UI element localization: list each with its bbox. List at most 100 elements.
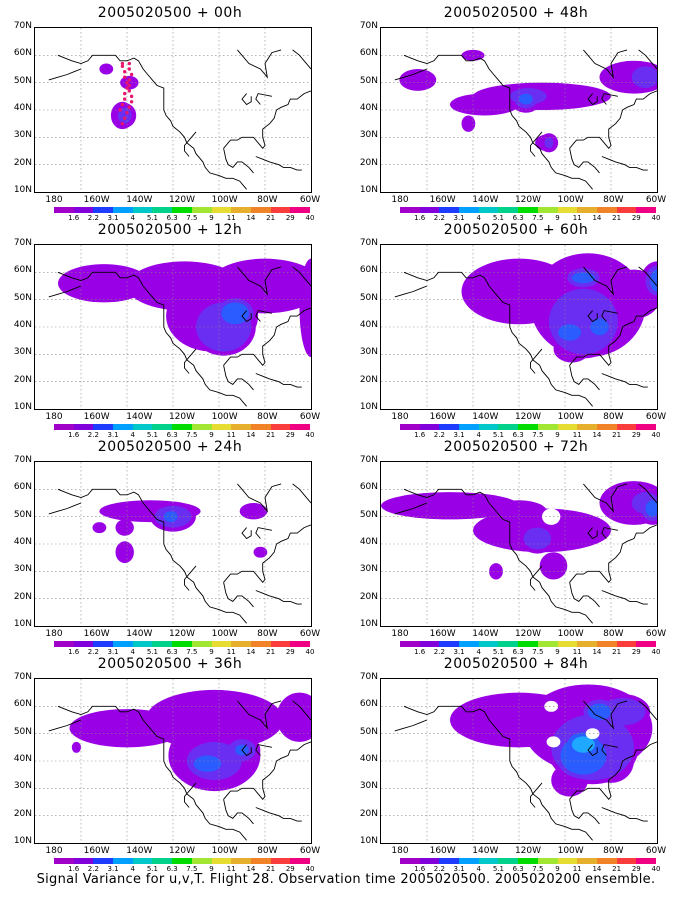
colorbar-label: 4 — [476, 431, 481, 439]
coastline — [394, 502, 428, 515]
coastline — [569, 582, 600, 608]
observation-point — [127, 89, 131, 93]
y-tick-label: 20N — [13, 157, 32, 168]
x-tick-label: 140W — [472, 195, 499, 205]
x-tick-label: 100W — [211, 846, 238, 856]
coastline — [255, 807, 302, 822]
colorbar — [400, 207, 657, 213]
variance-gap — [546, 736, 561, 748]
coastline — [583, 49, 628, 79]
coastline — [530, 782, 543, 808]
observation-point — [129, 94, 134, 99]
colorbar-swatch — [400, 858, 421, 864]
x-tick-label: 100W — [211, 195, 238, 205]
variance-contour — [645, 500, 657, 517]
coastline — [583, 700, 628, 730]
colorbar-swatch — [132, 207, 153, 213]
colorbar-swatch — [439, 424, 460, 430]
coastline — [292, 266, 311, 287]
map-canvas — [35, 462, 311, 626]
y-tick-label: 60N — [359, 265, 378, 276]
colorbar-label: 21 — [612, 865, 622, 873]
colorbar-label: 14 — [246, 865, 256, 873]
colorbar-label: 21 — [266, 648, 276, 656]
x-tick-label: 180 — [45, 412, 63, 422]
colorbar-label: 5.1 — [492, 648, 505, 656]
observation-point — [123, 116, 127, 120]
y-tick-label: 20N — [359, 374, 378, 385]
coastline — [255, 744, 272, 756]
colorbar-label: 6.3 — [512, 648, 524, 656]
x-tick-label: 80W — [257, 629, 278, 639]
y-tick-label: 20N — [13, 374, 32, 385]
coastline — [601, 527, 618, 539]
colorbar-label: 9 — [209, 865, 214, 873]
coastline — [57, 54, 247, 190]
colorbar-swatch — [557, 641, 578, 647]
coastline — [601, 156, 648, 171]
colorbar-swatch — [478, 207, 499, 213]
panel-title: 2005020500 + 00h — [97, 5, 243, 21]
coastline — [184, 565, 197, 591]
colorbar-label: 4 — [130, 214, 135, 222]
colorbar-label: 40 — [651, 431, 661, 439]
coastline — [241, 93, 252, 106]
panel-title: 2005020500 + 60h — [443, 222, 589, 238]
x-tick-label: 120W — [168, 629, 196, 639]
colorbar-swatch — [54, 424, 75, 430]
y-tick-label: 10N — [13, 619, 32, 629]
colorbar-label: 2.2 — [87, 648, 99, 656]
colorbar-label: 9 — [209, 648, 214, 656]
colorbar-label: 5.1 — [146, 648, 159, 656]
x-tick-label: 60W — [299, 195, 321, 205]
colorbar-label: 2.2 — [87, 865, 99, 873]
map-canvas — [381, 245, 657, 409]
x-tick-label: 100W — [557, 846, 584, 856]
coastline — [237, 266, 282, 296]
colorbar-label: 6.3 — [166, 865, 178, 873]
map-canvas — [35, 28, 311, 192]
colorbar-swatch — [270, 858, 291, 864]
map-area — [380, 27, 658, 193]
colorbar-swatch — [231, 858, 252, 864]
x-tick-label: 140W — [472, 629, 499, 639]
colorbar-swatch — [211, 207, 232, 213]
coastline — [255, 156, 302, 171]
colorbar-swatch — [537, 641, 559, 647]
colorbar-label: 5.1 — [146, 865, 159, 873]
coastline — [255, 527, 272, 539]
coastline — [403, 488, 593, 624]
x-tick-label: 140W — [126, 846, 153, 856]
coastline — [292, 700, 311, 721]
variance-contour — [650, 269, 657, 292]
colorbar-label: 5.1 — [492, 214, 505, 222]
colorbar-swatch — [498, 858, 519, 864]
colorbar — [54, 424, 311, 430]
colorbar-swatch — [250, 207, 272, 213]
y-tick-label: 40N — [13, 537, 32, 547]
colorbar-label: 1.6 — [414, 431, 426, 439]
y-tick-label: 30N — [13, 564, 32, 575]
colorbar-swatch — [172, 207, 193, 213]
y-tick-label: 60N — [13, 482, 32, 493]
colorbar-swatch — [290, 424, 311, 430]
coastline — [587, 744, 598, 757]
x-tick-label: 80W — [257, 412, 278, 422]
colorbar-swatch — [439, 858, 460, 864]
colorbar-swatch — [478, 641, 499, 647]
variance-contour — [588, 703, 611, 720]
colorbar-swatch — [270, 424, 291, 430]
x-tick-label: 100W — [557, 412, 584, 422]
colorbar-swatch — [231, 424, 252, 430]
x-tick-label: 120W — [514, 412, 542, 422]
colorbar-swatch — [419, 424, 440, 430]
y-tick-label: 50N — [359, 726, 378, 737]
colorbar-swatch — [250, 641, 272, 647]
variance-contour — [523, 527, 552, 550]
colorbar-label: 2.2 — [433, 865, 445, 873]
variance-contour — [221, 302, 249, 325]
colorbar-swatch — [73, 207, 94, 213]
coastline — [403, 54, 593, 190]
map-area — [34, 678, 312, 844]
observation-point — [127, 67, 131, 71]
